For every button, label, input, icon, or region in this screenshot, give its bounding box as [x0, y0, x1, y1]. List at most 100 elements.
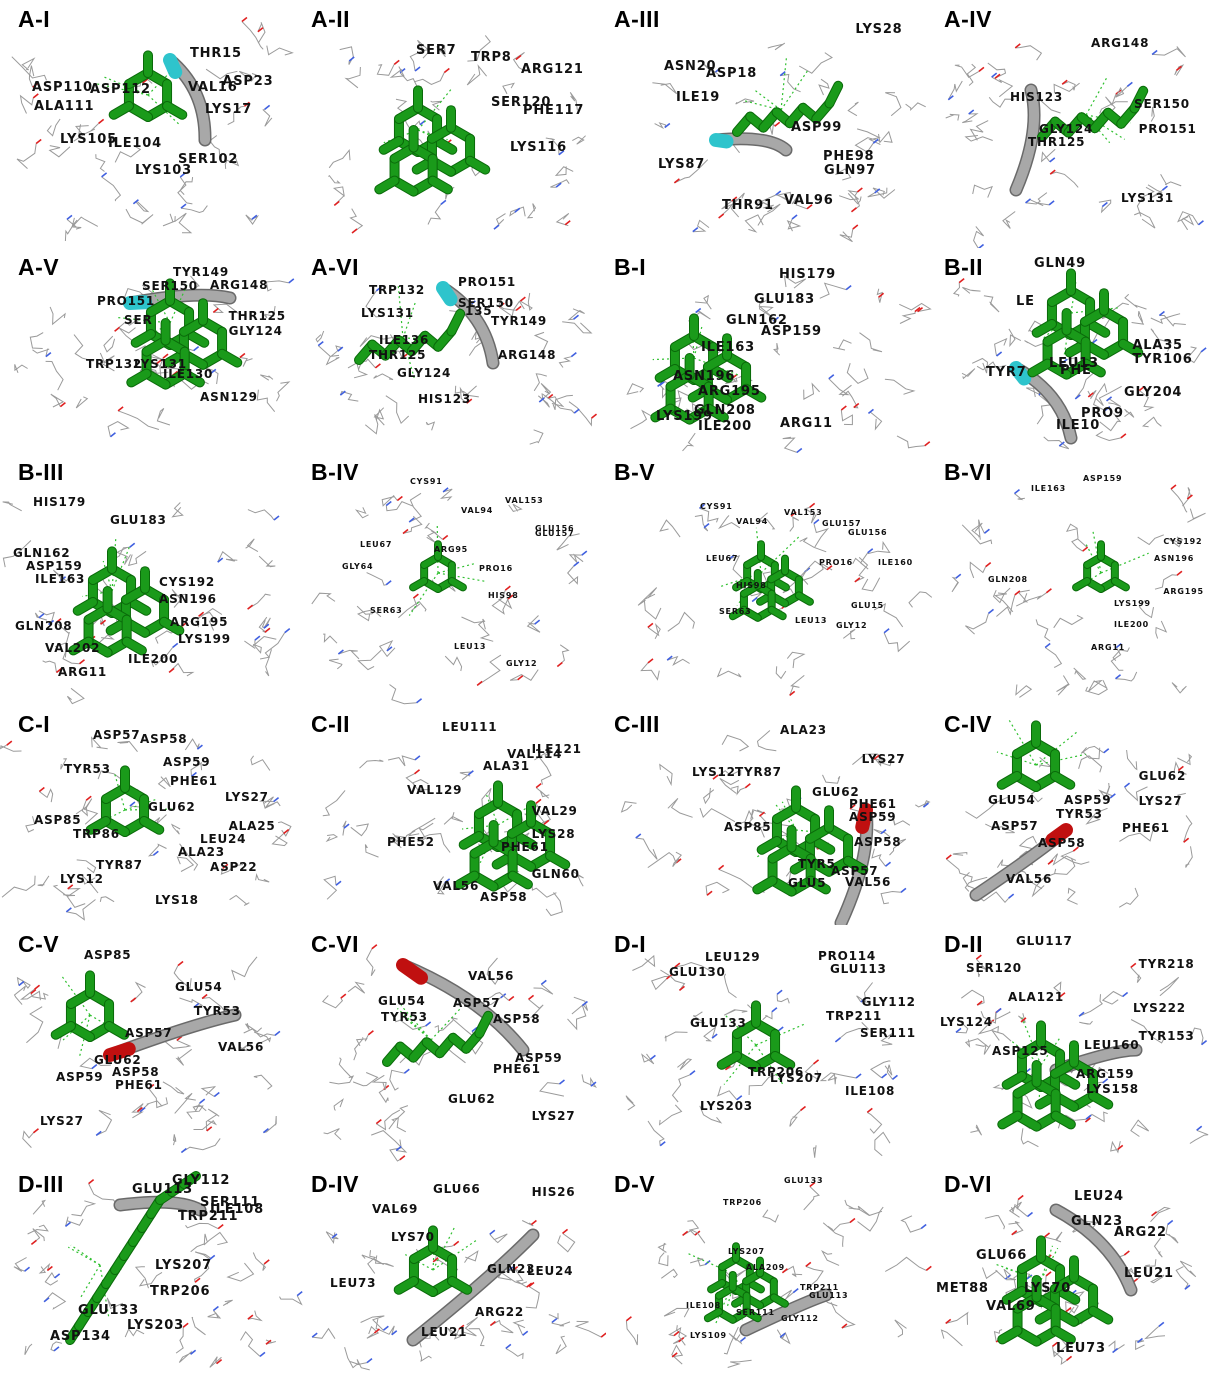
residue-label: HIS123: [418, 392, 471, 406]
hydrogen-bonds: [743, 56, 809, 111]
residue-label: GLY204: [1124, 385, 1183, 400]
residue-label: LYS87: [658, 157, 706, 172]
residue-label: CYS91: [410, 477, 443, 486]
panel-d-ii: D-II GLU117 TYR218 SER120 ALA121 LYS222 LYS124…: [936, 925, 1213, 1165]
residue-label: LEU24: [200, 832, 247, 846]
residue-label: ASP59: [849, 810, 897, 824]
residue-label: TYR53: [1056, 807, 1103, 821]
ligand-molecule: [728, 540, 814, 622]
residue-label: VAL56: [218, 1040, 265, 1054]
residue-label: LYS131: [361, 306, 414, 320]
backbone-ribbon: [709, 132, 793, 157]
residue-label: LYS207: [155, 1258, 212, 1273]
backbone-ribbon: [396, 958, 530, 1057]
residue-label: GLY112: [861, 995, 916, 1009]
residue-label: ILE130: [163, 367, 214, 381]
residue-label: THR91: [722, 198, 774, 213]
backbone-ribbon: [163, 53, 212, 147]
residue-label: ASP18: [706, 66, 758, 81]
residue-label: TRP211: [826, 1009, 883, 1023]
residue-wireframe: [637, 502, 933, 697]
residue-label: ARG148: [210, 278, 269, 292]
residue-label: LEU129: [705, 950, 761, 964]
residue-label: ILE108: [686, 1301, 722, 1310]
residue-label: TRP211: [800, 1283, 839, 1292]
residue-label: GLN208: [694, 403, 756, 418]
molecular-render: [952, 268, 1207, 450]
residue-label: TYR106: [1132, 352, 1193, 367]
residue-label: VAL96: [784, 193, 834, 208]
residue-label: GLN23: [1071, 1214, 1123, 1229]
residue-label: ALA111: [34, 99, 95, 114]
panel-c-i: C-I ASP57 ASP58 ASP59 TYR53 PHE61 LYS27 GLU62 AL…: [0, 705, 303, 925]
residue-label: LYS199: [1114, 599, 1151, 608]
backbone-ribbon: [103, 1008, 242, 1062]
residue-label: LEU21: [421, 1325, 468, 1339]
residue-label: GLN162: [726, 313, 788, 328]
residue-wireframe: [625, 1181, 932, 1368]
residue-label: SER7: [416, 43, 457, 58]
residue-label: LEU67: [360, 540, 393, 549]
residue-label: THR125: [1028, 135, 1086, 149]
residue-label: HIS98: [736, 581, 767, 590]
panel-title: A-IV: [944, 6, 992, 32]
residue-label: TYR53: [194, 1004, 241, 1018]
ligand-molecule: [374, 85, 491, 197]
panel-a-vi: A-VI PRO151 TRP132 SER150 135 LYS131 TYR149 ILE…: [303, 248, 606, 453]
residue-label: LYS28: [531, 827, 576, 841]
residue-label: VAL69: [986, 1299, 1036, 1314]
molecular-render: [945, 719, 1193, 908]
residue-label: THR15: [190, 46, 242, 61]
backbone-ribbon: [1049, 1203, 1138, 1297]
residue-label: SER102: [178, 152, 239, 167]
residue-label: ARG159: [1076, 1067, 1135, 1081]
residue-label: ASP59: [163, 755, 211, 769]
panel-title: B-V: [614, 459, 656, 485]
residue-label: GLU62: [94, 1053, 142, 1067]
residue-label: VAL56: [468, 969, 515, 983]
residue-label: ASP58: [480, 890, 528, 904]
residue-label: ARG121: [521, 62, 584, 77]
residue-label: VAL69: [372, 1202, 419, 1216]
panel-title: D-III: [18, 1171, 64, 1197]
residue-label: LYS207: [728, 1247, 765, 1256]
ligand-molecule: [997, 1235, 1114, 1347]
panel-title: B-II: [944, 254, 984, 280]
residue-label: GLU133: [784, 1176, 824, 1185]
residue-label: TYR149: [491, 314, 547, 328]
residue-label: PHE61: [115, 1078, 163, 1092]
residue-label: LYS199: [178, 632, 231, 646]
residue-wireframe: [311, 487, 588, 705]
residue-label: ALA23: [780, 723, 827, 737]
residue-label: GLU66: [976, 1248, 1028, 1263]
panel-d-vi: D-VI LEU24 GLN23 ARG22 GLU66 LEU21 MET88 LYS70 V…: [936, 1165, 1213, 1380]
residue-label: GLN97: [824, 163, 876, 178]
backbone-ribbon: [406, 1228, 540, 1347]
residue-label: VAL56: [1006, 872, 1053, 886]
panel-d-i: D-I LEU129 PRO114 GLU113 GLU130 GLY112 GLU133 T…: [606, 925, 936, 1165]
residue-label: LYS109: [690, 1331, 727, 1340]
residue-label: ARG11: [58, 665, 108, 679]
molecular-render: [311, 1219, 606, 1371]
residue-label: PRO16: [479, 564, 513, 573]
residue-label: ILE104: [108, 136, 162, 151]
backbone-ribbon: [123, 288, 237, 310]
panel-b-ii: B-II GLN49 LE ALA35 TYR106 TYR7 LEU13 PHE GLY204…: [936, 248, 1213, 453]
residue-label: GLU15: [851, 601, 885, 610]
residue-label: SER120: [491, 95, 552, 110]
residue-label: ASP85: [724, 820, 772, 834]
ligand-molecule: [732, 80, 844, 137]
residue-label: VAL114: [507, 747, 563, 761]
residue-label: ILE200: [128, 652, 179, 666]
residue-label: LYS131: [134, 357, 187, 371]
residue-label: ALA31: [483, 759, 530, 773]
molecular-render: [637, 502, 933, 697]
residue-label: ASP58: [140, 732, 188, 746]
panel-d-iii: D-III GLY112 GLU113 SER111 ILE108 TRP211 LYS20…: [0, 1165, 303, 1380]
residue-label: GLU54: [175, 980, 223, 994]
residue-label: GLU5: [788, 876, 827, 890]
residue-label: GLN162: [13, 546, 71, 560]
residue-label: ARG148: [1091, 36, 1150, 50]
ligand-molecule: [716, 1000, 796, 1072]
backbone-ribbon: [834, 803, 874, 925]
